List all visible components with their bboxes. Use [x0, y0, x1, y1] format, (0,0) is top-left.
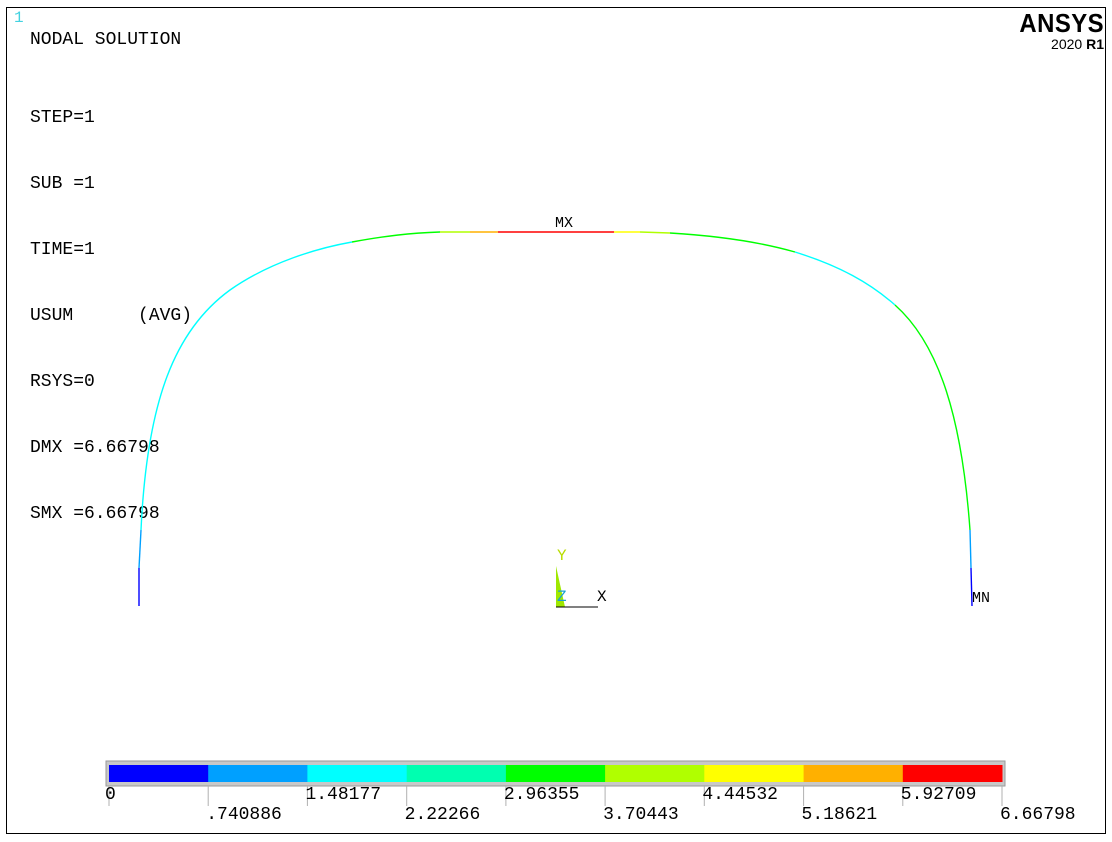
arch-right-shoulder-a	[794, 251, 896, 306]
triad-y-label: Y	[557, 547, 567, 565]
legend-swatch	[208, 765, 308, 782]
triad-y-arrow	[556, 566, 565, 607]
triad-x-label: X	[597, 588, 607, 606]
legend-swatch	[605, 765, 705, 782]
arch-right-leg-low	[970, 567, 973, 607]
arch-right-top-2	[639, 231, 671, 234]
legend-value-lower: 3.70443	[603, 805, 679, 825]
legend-value-upper: 5.92709	[900, 785, 977, 805]
arch-left-upper	[351, 231, 441, 243]
arch-right-leg-mid	[969, 529, 972, 569]
legend-swatch	[704, 765, 804, 782]
arch-left-shoulder	[140, 241, 353, 531]
solution-info: STEP=1 SUB =1 TIME=1 USUM (AVG) RSYS=0 D…	[30, 63, 192, 547]
arch-contour	[138, 231, 973, 607]
legend-value-upper: 4.44532	[702, 785, 778, 805]
ansys-logo: ANSYS 2020 R1	[1012, 10, 1104, 52]
legend-value-lower: .740886	[206, 805, 282, 825]
legend-swatch	[307, 765, 408, 782]
info-rsys: RSYS=0	[30, 372, 95, 392]
axis-triad: Y Z X	[556, 547, 607, 608]
legend-value-upper: 2.96355	[503, 785, 580, 805]
legend-swatch	[902, 765, 1003, 782]
contour-legend	[105, 760, 1006, 806]
arch-right-upper	[669, 232, 796, 253]
version-release: R1	[1086, 36, 1104, 52]
info-item: USUM (AVG)	[30, 306, 193, 326]
legend-ticks	[108, 786, 1003, 806]
brand-version: 2020 R1	[1012, 36, 1104, 52]
legend-swatches	[109, 765, 1003, 782]
info-step: STEP=1	[30, 108, 95, 128]
triad-z-label: Z	[557, 588, 567, 606]
info-smx: SMX =6.66798	[30, 504, 160, 524]
legend-swatch	[505, 765, 606, 782]
info-sub: SUB =1	[30, 174, 95, 194]
version-year: 2020	[1051, 36, 1083, 52]
max-label: MX	[555, 215, 573, 232]
legend-value-lower: 6.66798	[1000, 805, 1076, 825]
window-number: 1	[14, 9, 24, 27]
graphics-window[interactable]	[6, 7, 1106, 834]
legend-value-lower: 2.22266	[404, 805, 481, 825]
legend-swatch	[406, 765, 507, 782]
info-dmx: DMX =6.66798	[30, 438, 160, 458]
info-time: TIME=1	[30, 240, 95, 260]
legend-value-upper: 0	[105, 785, 116, 805]
legend-swatch	[803, 765, 904, 782]
plot-title: NODAL SOLUTION	[30, 30, 182, 50]
min-label: MN	[972, 590, 990, 607]
brand-name: ANSYS	[1019, 8, 1104, 38]
arch-left-leg-mid	[138, 529, 142, 569]
legend-value-upper: 1.48177	[305, 785, 382, 805]
legend-value-lower: 5.18621	[801, 805, 878, 825]
arch-right-shoulder-b	[894, 304, 971, 531]
legend-swatch	[109, 765, 209, 782]
